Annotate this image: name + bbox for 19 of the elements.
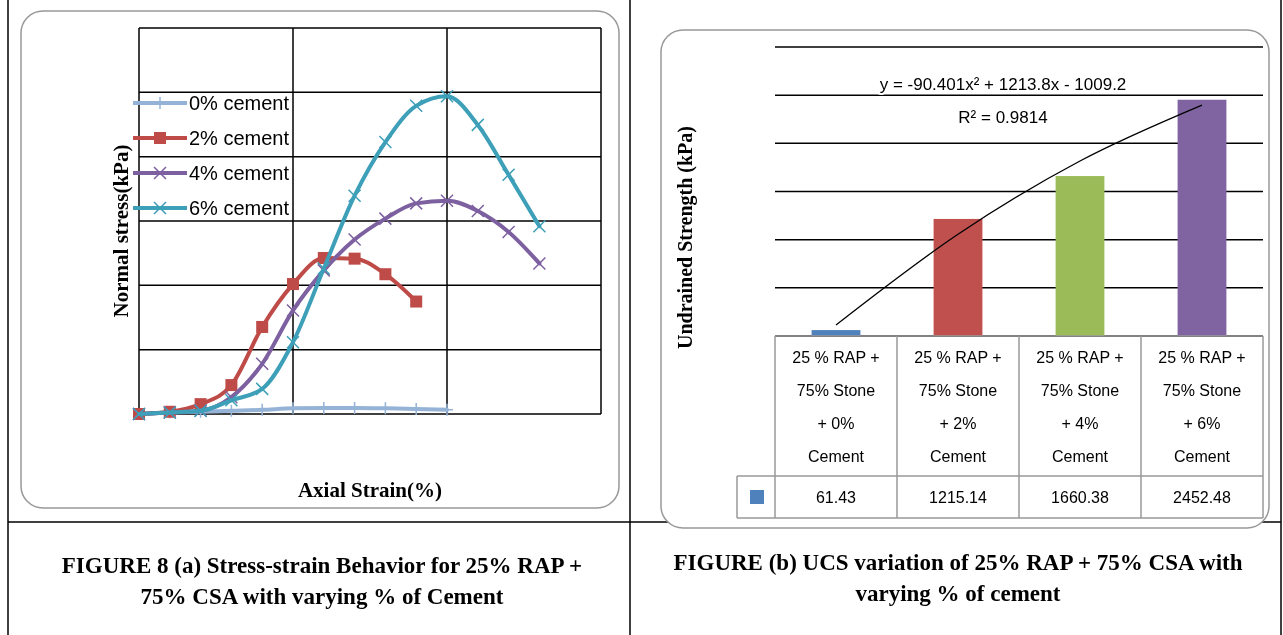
x-tick-label: 25 % RAP + 75% Stone + 0% Cement: [792, 349, 880, 465]
y-axis-title: Undrained Strength (kPa): [674, 126, 697, 349]
y-axis-title: Normal stress(kPa): [109, 144, 133, 318]
annotation: y = -90.401x² + 1213.8x - 1009.2: [879, 75, 1127, 94]
text: FIGURE (b) UCS variation of 25% RAP + 75% CSA with varying % of cement: [673, 550, 1243, 606]
annotation: R² = 0.9814: [958, 108, 1048, 127]
text: FIGURE 8 (a) Stress-strain Behavior for 25% RAP + 75% CSA with varying % of Cement: [61, 553, 583, 609]
data-label: 1215.14: [929, 489, 988, 506]
data-label: 61.43: [815, 489, 857, 506]
x-axis-title: Axial Strain(%): [297, 478, 443, 502]
legend-label: 0% cement: [189, 92, 290, 114]
legend-label: 6% cement: [189, 197, 290, 219]
x-tick-label: 25 % RAP + 75% Stone + 4% Cement: [1036, 349, 1124, 465]
x-tick-label: 25 % RAP + 75% Stone + 2% Cement: [914, 349, 1002, 465]
data-label: 1660.38: [1051, 489, 1110, 506]
x-tick-label: 25 % RAP + 75% Stone + 6% Cement: [1158, 349, 1246, 465]
data-label: 2452.48: [1173, 489, 1232, 506]
legend-label: 2% cement: [189, 127, 290, 149]
legend-label: 4% cement: [189, 162, 290, 184]
